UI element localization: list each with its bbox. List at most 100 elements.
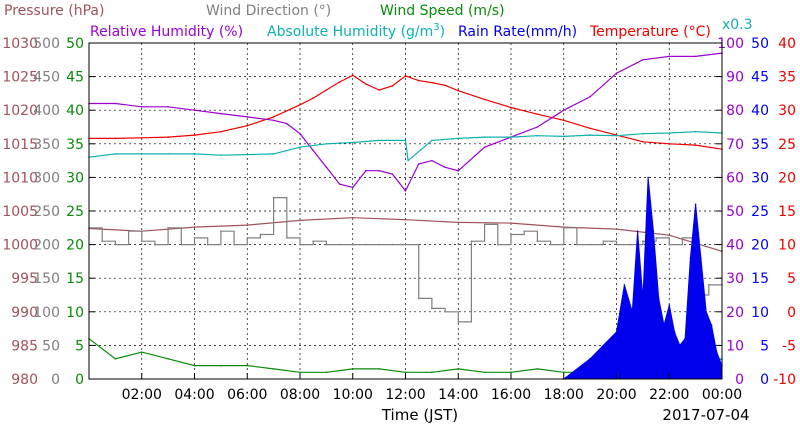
point-relative-humidity-17 [404,190,407,192]
point-temperature-c-27 [642,141,644,143]
point-temperature-c-18 [431,81,433,84]
xtick-label-1400: 14:00 [438,387,478,403]
point-relative-humidity-19 [431,159,433,162]
point-wind-direction-4 [141,240,143,242]
xtick-label-1800: 18:00 [544,387,584,403]
point-wind-speed-m-s-8 [299,371,301,374]
legend-temperature: Temperature (°C) [589,24,711,40]
point-rain-rate-mm-h-13 [673,331,676,333]
point-wind-direction-26 [431,307,433,310]
tick-wind-speed-1: 5 [75,338,84,354]
tick-rain-rate-1: 5 [760,338,769,354]
point-wind-direction-36 [563,227,565,229]
tick-temperature-2: 0 [787,305,796,321]
point-relative-humidity-16 [391,173,394,175]
point-temperature-c-23 [536,113,539,115]
tick-relative-humidity-8: 80 [726,103,744,119]
point-pressure-hpa-10 [615,228,618,230]
tick-wind-direction-1: 50 [42,338,60,354]
tick-relative-humidity-1: 10 [726,338,744,354]
point-wind-direction-22 [378,243,380,246]
tick-pressure-7: 1015 [2,137,38,153]
tick-rain-rate-0: 0 [760,372,769,388]
x-axis-ticks: 02:00 04:00 06:00 08:00 10:00 12:00 14:00 16:00… [122,373,742,403]
point-rain-rate-mm-h-15 [684,337,686,340]
point-temperature-c-19 [444,84,446,87]
point-wind-direction-35 [549,243,552,246]
tick-pressure-10: 1030 [2,36,38,52]
xtick-label-2000: 20:00 [596,387,636,403]
point-relative-humidity-18 [417,163,420,165]
point-absolute-humidity-g-m3-20 [589,134,591,136]
point-wind-direction-24 [404,243,407,246]
tick-temperature-0: -10 [773,372,796,388]
point-rain-rate-mm-h-14 [679,344,681,347]
point-temperature-c-17 [417,79,420,82]
point-wind-speed-m-s-17 [536,368,539,370]
tick-rain-rate-2: 10 [751,305,769,321]
point-wind-speed-m-s-1 [114,358,117,360]
point-wind-speed-m-s-6 [246,364,249,367]
tick-wind-direction-3: 150 [33,271,60,287]
point-relative-humidity-25 [563,109,565,111]
point-wind-direction-19 [338,243,341,246]
tick-wind-direction-8: 400 [33,103,60,119]
point-rain-rate-mm-h-3 [615,331,618,333]
tick-rain-rate-7: 35 [751,137,769,153]
point-wind-direction-7 [180,243,183,246]
point-absolute-humidity-g-m3-4 [193,153,196,155]
point-relative-humidity-8 [286,122,288,125]
point-relative-humidity-9 [299,132,301,135]
point-relative-humidity-6 [246,116,249,118]
point-wind-direction-34 [536,240,539,242]
tick-pressure-6: 1010 [2,170,38,186]
point-wind-speed-m-s-14 [457,368,460,370]
point-relative-humidity-5 [220,112,222,115]
point-wind-direction-44 [668,243,671,246]
tick-wind-speed-2: 10 [66,305,84,321]
point-absolute-humidity-g-m3-8 [299,146,301,148]
tick-rain-rate-8: 40 [751,103,769,119]
tick-wind-direction-4: 200 [33,238,60,254]
point-wind-direction-23 [391,243,394,246]
tick-wind-direction-2: 100 [33,305,60,321]
point-temperature-c-24 [563,119,565,122]
point-wind-direction-13 [259,233,262,236]
point-absolute-humidity-g-m3-2 [141,153,143,155]
point-wind-direction-11 [233,243,235,246]
tick-relative-humidity-6: 60 [726,170,744,186]
legend-absolute-humidity-pre: Absolute Humidity (g/m [267,24,433,40]
point-wind-direction-41 [628,243,631,246]
point-pressure-hpa-8 [510,222,512,224]
point-rain-rate-mm-h-4 [623,284,626,286]
point-rain-rate-mm-h-6 [636,230,639,232]
point-pressure-hpa-7 [457,221,460,224]
point-temperature-c-10 [325,89,328,91]
point-temperature-c-5 [220,130,222,133]
tick-wind-speed-5: 25 [66,204,84,220]
point-absolute-humidity-g-m3-24 [694,130,697,133]
point-absolute-humidity-g-m3-9 [325,143,328,145]
xtick-label-1600: 16:00 [491,387,531,403]
point-temperature-c-9 [312,97,315,99]
xtick-label-1200: 12:00 [385,387,425,403]
point-temperature-c-22 [510,106,512,109]
point-wind-direction-3 [127,230,130,232]
xtick-label-0600: 06:00 [227,387,267,403]
point-wind-speed-m-s-11 [378,368,380,370]
point-temperature-c-4 [193,134,196,136]
point-rain-rate-mm-h-17 [694,203,697,206]
point-relative-humidity-29 [668,55,671,58]
point-wind-direction-20 [352,243,354,246]
point-wind-direction-43 [655,237,657,239]
point-wind-direction-18 [325,243,328,246]
point-relative-humidity-30 [694,55,697,58]
tick-pressure-5: 1005 [2,204,38,220]
point-pressure-hpa-6 [404,218,407,221]
point-wind-direction-45 [681,237,684,239]
point-wind-direction-38 [589,243,591,246]
tick-temperature-10: 40 [778,36,796,52]
point-relative-humidity-20 [444,166,446,169]
date-label: 2017-07-04 [662,406,749,424]
point-pressure-hpa-4 [299,219,301,222]
